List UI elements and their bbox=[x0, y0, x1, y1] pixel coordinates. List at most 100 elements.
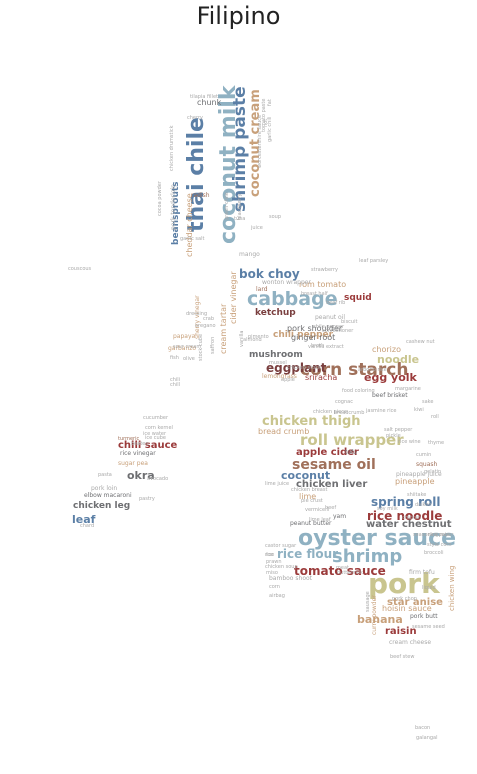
cloud-word: pasta bbox=[98, 472, 112, 478]
cloud-word: shiitake bbox=[407, 492, 427, 498]
cloud-word: spring roll bbox=[371, 495, 441, 509]
cloud-word: green chile bbox=[224, 192, 230, 220]
cloud-word: corn starch bbox=[300, 360, 409, 380]
cloud-word: chicken drumstick bbox=[169, 125, 175, 171]
cloud-word: broth bbox=[311, 343, 325, 349]
cloud-word: stock cube bbox=[198, 333, 204, 361]
cloud-word: chicken thigh bbox=[262, 414, 361, 429]
cloud-word: yam bbox=[333, 513, 347, 520]
cloud-word: cashew nut bbox=[406, 339, 435, 345]
cloud-word: oregano bbox=[195, 323, 216, 329]
cloud-word: lard bbox=[256, 286, 268, 293]
cloud-word: chile pepper bbox=[313, 324, 345, 330]
cloud-word: chicken liver bbox=[296, 479, 368, 490]
cloud-word: hoisin sauce bbox=[382, 604, 432, 613]
cloud-word: pork tenderloin bbox=[170, 184, 177, 230]
cloud-word: tilapia fillet bbox=[190, 94, 218, 100]
cloud-word: sake bbox=[422, 399, 434, 405]
cloud-word: pork shoulder bbox=[287, 324, 343, 333]
cloud-word: sesame oil bbox=[292, 457, 376, 473]
cloud-word: banana bbox=[357, 613, 403, 626]
cloud-word: pineapple juice bbox=[396, 471, 442, 478]
cloud-word: mushroom bbox=[249, 350, 303, 360]
cloud-word: sour cream bbox=[173, 344, 202, 350]
cloud-word: elbow macaroni bbox=[84, 492, 132, 499]
cloud-word: pork loin bbox=[91, 485, 118, 492]
cloud-word: chill bbox=[170, 382, 181, 388]
cloud-word: ice water bbox=[143, 431, 167, 437]
cloud-word: beef stew bbox=[390, 654, 415, 660]
cloud-word: vanilla extract bbox=[308, 344, 344, 350]
cloud-word: squash bbox=[416, 461, 438, 468]
cloud-word: salt pepper bbox=[384, 427, 413, 433]
cloud-word: cherry bbox=[187, 115, 203, 121]
cloud-word: cumin bbox=[416, 452, 432, 458]
cloud-word: prawn bbox=[266, 559, 282, 565]
cloud-word: chili pepper bbox=[273, 330, 334, 340]
cloud-word: squid bbox=[344, 293, 372, 303]
cloud-word: margarine bbox=[395, 386, 421, 392]
cloud-word: thyme bbox=[428, 440, 445, 446]
cloud-word: chili sauce bbox=[118, 440, 178, 451]
cloud-word: crab bbox=[203, 316, 215, 322]
cloud-word: fat bbox=[267, 99, 273, 106]
cloud-word: gelatin bbox=[424, 469, 442, 475]
cloud-word: coconut bbox=[281, 469, 331, 482]
cloud-word: garbanzo bbox=[168, 345, 197, 352]
cloud-word: pork chop bbox=[392, 596, 417, 602]
cloud-word: peanut butter bbox=[290, 520, 332, 527]
cloud-word: tofu bbox=[345, 449, 357, 456]
cloud-word: rice wine bbox=[398, 439, 421, 445]
cloud-word: olive bbox=[183, 356, 195, 362]
cloud-word: ginger root bbox=[291, 333, 336, 342]
cloud-word: bamboo shoot bbox=[269, 575, 313, 582]
cloud-word: beef brisket bbox=[372, 392, 408, 399]
cloud-word: pastry bbox=[139, 496, 155, 502]
cloud-word: galangal bbox=[416, 735, 438, 741]
cloud-word: apple cider bbox=[296, 447, 359, 458]
cloud-word: dressing bbox=[186, 311, 208, 317]
cloud-word: leaf bbox=[72, 513, 96, 526]
cloud-word: hot bbox=[263, 118, 269, 127]
cloud-word: lime leaf bbox=[309, 517, 331, 523]
cloud-word: peanut oil bbox=[315, 314, 346, 321]
cloud-word: raisin bbox=[385, 626, 417, 637]
cloud-word: sugar pea bbox=[118, 460, 148, 467]
cloud-word: lime bbox=[299, 492, 317, 501]
cloud-word: pork bbox=[368, 567, 440, 600]
cloud-word: radish bbox=[191, 192, 210, 199]
cloud-word: cream cheese bbox=[389, 639, 432, 646]
cloud-word: juice bbox=[251, 225, 263, 231]
cloud-word: pork butt bbox=[410, 613, 438, 620]
cloud-word: cabbage bbox=[247, 288, 338, 310]
cloud-word: tuna bbox=[234, 216, 246, 222]
cloud-word: chicken soup bbox=[265, 564, 298, 570]
cloud-word: beaten bbox=[131, 441, 149, 447]
cloud-word: sriracha bbox=[305, 373, 338, 382]
cloud-word: lime juice bbox=[265, 481, 290, 487]
cloud-word: food coloring bbox=[342, 388, 375, 394]
cloud-word: pie crust bbox=[301, 498, 323, 504]
cloud-word: buttermilk bbox=[337, 570, 363, 576]
cloud-word: airbag bbox=[269, 593, 285, 599]
cloud-word: breast half bbox=[301, 291, 328, 297]
cloud-word: chicken piece bbox=[313, 409, 348, 415]
cloud-word: arborio rice bbox=[358, 367, 387, 373]
cloud-word: cheddar cheese bbox=[185, 193, 194, 258]
cloud-word: sausage bbox=[365, 591, 371, 612]
cloud-word: chicken stock bbox=[287, 365, 321, 371]
cloud-word: chicken bbox=[402, 515, 422, 521]
cloud-word: tomato sauce bbox=[294, 564, 386, 578]
cloud-word: pickle bbox=[386, 433, 401, 439]
cloud-word: seasoning mix bbox=[413, 532, 450, 538]
cloud-word: roll bbox=[431, 414, 439, 420]
cloud-word: shrimp bbox=[332, 546, 403, 567]
cloud-word: castor sugar bbox=[265, 543, 297, 549]
cloud-word: rice flour bbox=[277, 547, 339, 561]
cloud-word: rice bbox=[265, 552, 275, 558]
cloud-word: eggplant bbox=[266, 361, 327, 375]
cloud-word: soy milk bbox=[377, 506, 398, 512]
cloud-word: beef rib bbox=[326, 300, 346, 306]
cloud-word: curry powder bbox=[371, 595, 378, 636]
cloud-word: leaf parsley bbox=[359, 258, 389, 264]
